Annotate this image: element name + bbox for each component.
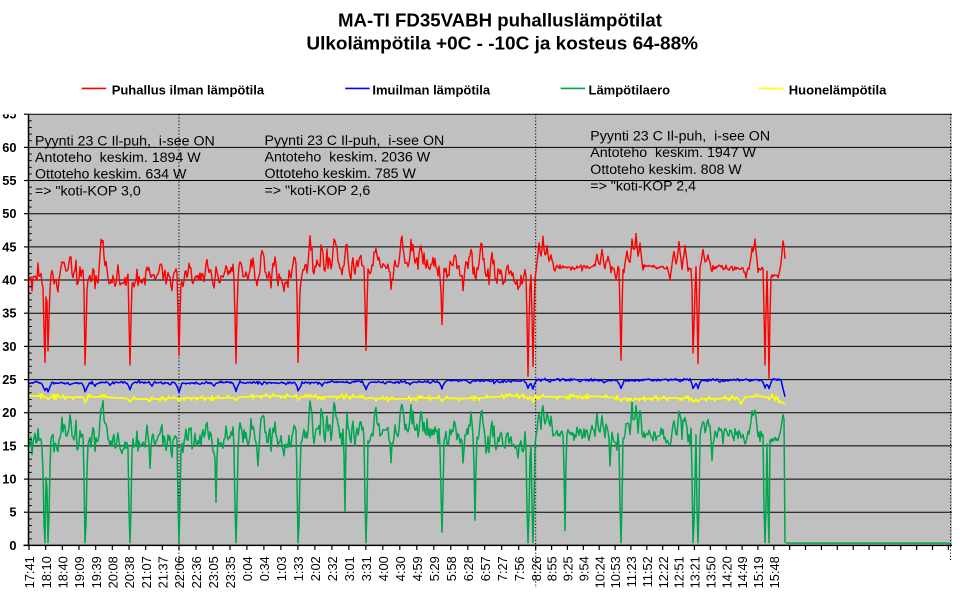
- svg-text:0: 0: [9, 538, 16, 553]
- svg-text:=> "koti-KOP 2,6: => "koti-KOP 2,6: [265, 183, 371, 199]
- svg-text:23:35: 23:35: [223, 556, 238, 588]
- svg-text:0:34: 0:34: [257, 556, 272, 581]
- svg-text:14:20: 14:20: [719, 556, 734, 588]
- svg-text:Ottoteho keskim. 785 W: Ottoteho keskim. 785 W: [265, 166, 417, 182]
- svg-text:Huonelämpötila: Huonelämpötila: [789, 82, 887, 97]
- svg-text:Pyynti 23 C Il-puh, i-see ON: Pyynti 23 C Il-puh, i-see ON: [590, 129, 770, 145]
- svg-text:6:28: 6:28: [461, 556, 476, 581]
- svg-text:25: 25: [2, 372, 16, 387]
- svg-text:17:41: 17:41: [22, 556, 37, 588]
- svg-text:Antoteho keskim. 2036 W: Antoteho keskim. 2036 W: [265, 150, 431, 166]
- svg-text:19:39: 19:39: [89, 556, 104, 588]
- svg-text:7:27: 7:27: [495, 556, 510, 581]
- svg-text:55: 55: [2, 173, 16, 188]
- svg-text:10:53: 10:53: [608, 556, 623, 588]
- svg-text:50: 50: [2, 206, 16, 221]
- svg-text:35: 35: [2, 306, 16, 321]
- svg-text:18:40: 18:40: [55, 556, 70, 588]
- svg-text:11:52: 11:52: [640, 556, 655, 587]
- svg-text:20: 20: [2, 405, 16, 420]
- svg-text:5:29: 5:29: [427, 556, 442, 581]
- svg-text:=> "koti-KOP 3,0: => "koti-KOP 3,0: [35, 183, 141, 199]
- svg-text:8:26: 8:26: [529, 556, 544, 581]
- svg-text:1:33: 1:33: [291, 556, 306, 581]
- svg-text:11:23: 11:23: [624, 556, 639, 587]
- svg-text:12:51: 12:51: [672, 556, 687, 588]
- svg-text:40: 40: [2, 273, 16, 288]
- svg-text:Antoteho keskim. 1894 W: Antoteho keskim. 1894 W: [35, 150, 201, 166]
- svg-text:Pyynti 23 C Il-puh, i-see ON: Pyynti 23 C Il-puh, i-see ON: [265, 133, 445, 149]
- svg-text:13:50: 13:50: [703, 556, 718, 588]
- svg-text:14:49: 14:49: [735, 556, 750, 588]
- svg-text:18:10: 18:10: [39, 556, 54, 588]
- svg-text:8:55: 8:55: [545, 556, 560, 581]
- svg-text:22:36: 22:36: [189, 556, 204, 588]
- svg-text:2:02: 2:02: [308, 556, 323, 581]
- svg-text:6:57: 6:57: [478, 556, 493, 581]
- svg-text:MA-TI FD35VABH puhalluslämpöti: MA-TI FD35VABH puhalluslämpötilat: [338, 10, 662, 31]
- svg-text:3:01: 3:01: [342, 556, 357, 581]
- svg-text:21:07: 21:07: [139, 556, 154, 588]
- svg-text:4:59: 4:59: [410, 556, 425, 581]
- svg-text:Ottoteho keskim. 808 W: Ottoteho keskim. 808 W: [590, 162, 742, 178]
- svg-text:5:58: 5:58: [444, 556, 459, 581]
- svg-text:2:32: 2:32: [325, 556, 340, 581]
- svg-text:Pyynti 23 C Il-puh, i-see ON: Pyynti 23 C Il-puh, i-see ON: [35, 134, 215, 150]
- svg-text:5: 5: [9, 505, 16, 520]
- svg-text:Antoteho keskim. 1947 W: Antoteho keskim. 1947 W: [590, 145, 756, 161]
- svg-text:45: 45: [2, 239, 16, 254]
- svg-text:7:56: 7:56: [512, 556, 527, 581]
- svg-text:3:31: 3:31: [359, 556, 374, 581]
- svg-text:13:21: 13:21: [688, 556, 703, 588]
- svg-text:10: 10: [2, 472, 16, 487]
- svg-text:10:24: 10:24: [592, 556, 607, 588]
- svg-text:15:48: 15:48: [767, 556, 782, 588]
- svg-text:Puhallus ilman lämpötila: Puhallus ilman lämpötila: [112, 82, 265, 97]
- svg-text:60: 60: [2, 140, 16, 155]
- svg-text:19:09: 19:09: [72, 556, 87, 588]
- svg-text:9:54: 9:54: [576, 556, 591, 581]
- svg-text:Imuilman lämpötila: Imuilman lämpötila: [372, 82, 491, 97]
- svg-text:20:38: 20:38: [122, 556, 137, 588]
- svg-text:65: 65: [2, 107, 16, 122]
- svg-text:=> "koti-KOP 2,4: => "koti-KOP 2,4: [590, 178, 696, 194]
- svg-text:23:05: 23:05: [206, 556, 221, 588]
- svg-text:Lämpötilaero: Lämpötilaero: [589, 82, 671, 97]
- svg-text:12:22: 12:22: [656, 556, 671, 588]
- svg-text:15: 15: [2, 438, 16, 453]
- svg-text:Ottoteho keskim. 634 W: Ottoteho keskim. 634 W: [35, 167, 187, 183]
- svg-text:1:03: 1:03: [274, 556, 289, 581]
- svg-text:4:30: 4:30: [393, 556, 408, 581]
- svg-text:22:06: 22:06: [172, 556, 187, 588]
- svg-text:4:00: 4:00: [376, 556, 391, 581]
- svg-text:20:08: 20:08: [105, 556, 120, 588]
- svg-text:21:37: 21:37: [155, 556, 170, 588]
- svg-text:Ulkolämpötila +0C - -10C ja ko: Ulkolämpötila +0C - -10C ja kosteus 64-8…: [306, 33, 698, 54]
- svg-text:0:04: 0:04: [240, 556, 255, 581]
- svg-text:9:25: 9:25: [561, 556, 576, 581]
- svg-text:15:19: 15:19: [751, 556, 766, 588]
- svg-text:30: 30: [2, 339, 16, 354]
